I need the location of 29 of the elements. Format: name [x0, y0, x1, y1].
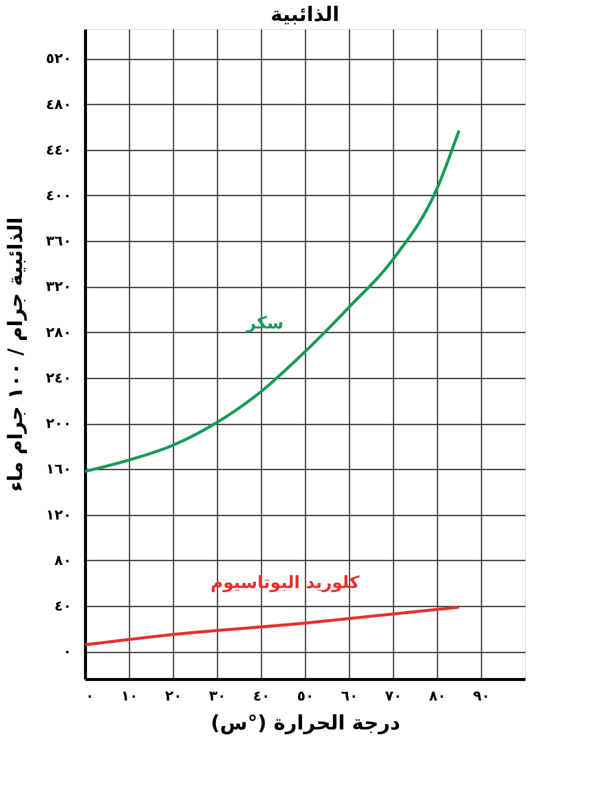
y-tick-label: ٣٦٠ — [46, 234, 72, 250]
x-tick-label: ٥٠ — [296, 688, 314, 704]
y-axis-title: الذائبية جرام / ١٠٠ جرام ماء — [2, 217, 27, 492]
line-series — [84, 606, 460, 646]
x-tick-label: ٨٠ — [428, 688, 446, 704]
y-tick-label: ٢٨٠ — [46, 324, 72, 341]
x-tick-label: ٦٠ — [340, 688, 358, 704]
y-tick-label: ٤٨٠ — [46, 96, 72, 113]
x-tick-label: ٤٠ — [252, 688, 270, 704]
y-tick-label: ٥٢٠ — [46, 51, 72, 68]
x-tick-label: ٧٠ — [384, 688, 402, 704]
chart-title: الذائبية — [270, 2, 340, 26]
x-tick-label: ١٠ — [120, 688, 138, 704]
line-series — [84, 128, 460, 473]
x-tick-label: ٢٠ — [164, 688, 182, 704]
x-axis-title: درجة الحرارة (°س) — [210, 710, 400, 734]
x-tick-label: ٩٠ — [472, 688, 490, 704]
y-tick-label: ٢٠٠ — [46, 416, 72, 432]
y-tick-label: ١٢٠ — [46, 507, 72, 524]
y-tick-label: ٢٤٠ — [46, 370, 72, 386]
x-tick-label: ٣٠ — [208, 688, 226, 704]
y-tick-label: ٨٠ — [54, 552, 72, 569]
y-tick-label: ٤٠ — [54, 598, 72, 615]
x-tick-label: ٠ — [86, 688, 94, 704]
y-tick-label: ٤٤٠ — [46, 142, 72, 158]
y-tick-label: ٠ — [62, 644, 72, 660]
y-tick-label: ٣٢٠ — [46, 279, 72, 296]
y-tick-label: ١٦٠ — [46, 462, 72, 478]
y-tick-label: ٤٠٠ — [46, 188, 72, 204]
